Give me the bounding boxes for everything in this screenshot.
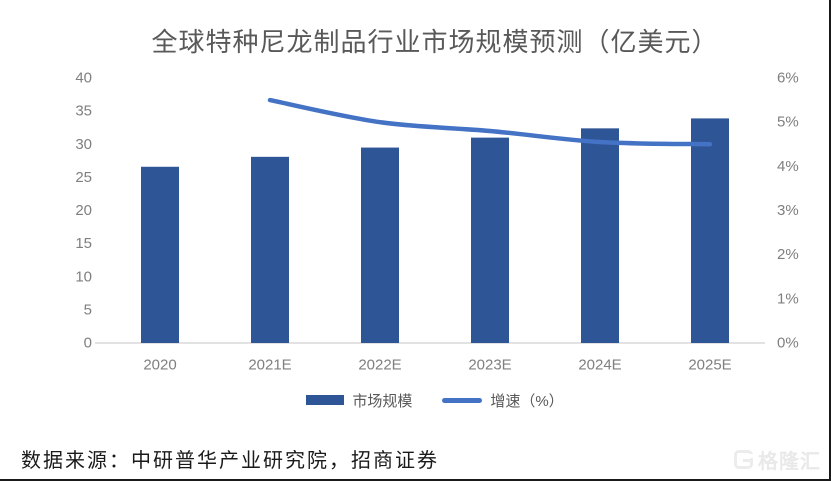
bar-2022E — [361, 147, 399, 343]
y-axis-right-tick-label: 4% — [777, 158, 799, 175]
bar-series-swatch — [306, 395, 345, 405]
legend-item-growth-rate: 增速（%） — [442, 390, 564, 411]
x-axis-category-label: 2021E — [248, 357, 291, 374]
y-axis-left-tick-label: 40 — [75, 70, 92, 87]
y-axis-left-tick-label: 30 — [75, 136, 92, 153]
x-axis-category-label: 2020 — [143, 357, 176, 374]
y-axis-left-tick-label: 15 — [75, 235, 92, 252]
y-axis-left-tick-label: 35 — [75, 103, 92, 120]
bar-2024E — [581, 128, 619, 343]
legend: 市场规模 增速（%） — [105, 389, 765, 411]
y-axis-left-tick-label: 25 — [75, 169, 92, 186]
legend-label-market-size: 市场规模 — [352, 392, 413, 410]
y-axis-right-tick-label: 2% — [777, 246, 799, 263]
x-axis-category-label: 2025E — [688, 357, 731, 374]
legend-item-market-size: 市场规模 — [306, 390, 412, 411]
y-axis-right-tick-label: 0% — [777, 335, 799, 352]
line-series-swatch — [442, 397, 483, 403]
data-source-text: 数据来源：中研普华产业研究院，招商证券 — [21, 450, 439, 472]
gelonghui-g-logo-icon — [734, 450, 753, 469]
y-axis-left-tick-label: 0 — [84, 335, 92, 352]
y-axis-right-tick-label: 1% — [777, 290, 799, 307]
chart-title: 全球特种尼龙制品行业市场规模预测（亿美元） — [151, 27, 719, 57]
y-axis-right-tick-label: 5% — [777, 114, 799, 131]
watermark: 格隆汇 — [734, 445, 821, 474]
x-axis-category-label: 2023E — [468, 357, 511, 374]
x-axis-category-label: 2024E — [578, 357, 621, 374]
y-axis-left-tick-label: 10 — [75, 268, 92, 285]
bar-2020 — [141, 166, 179, 343]
y-axis-left-tick-label: 20 — [75, 202, 92, 219]
y-axis-left-tick-label: 5 — [84, 301, 92, 318]
y-axis-right-tick-label: 6% — [777, 70, 799, 87]
y-axis-right-tick-label: 3% — [777, 202, 799, 219]
x-axis-category-label: 2022E — [358, 357, 401, 374]
legend-label-growth-rate: 增速（%） — [490, 392, 564, 410]
bar-2021E — [251, 156, 289, 343]
bar-2023E — [471, 137, 509, 343]
watermark-label: 格隆汇 — [758, 451, 821, 473]
bar-2025E — [691, 118, 729, 343]
growth-rate-line — [267, 97, 713, 147]
